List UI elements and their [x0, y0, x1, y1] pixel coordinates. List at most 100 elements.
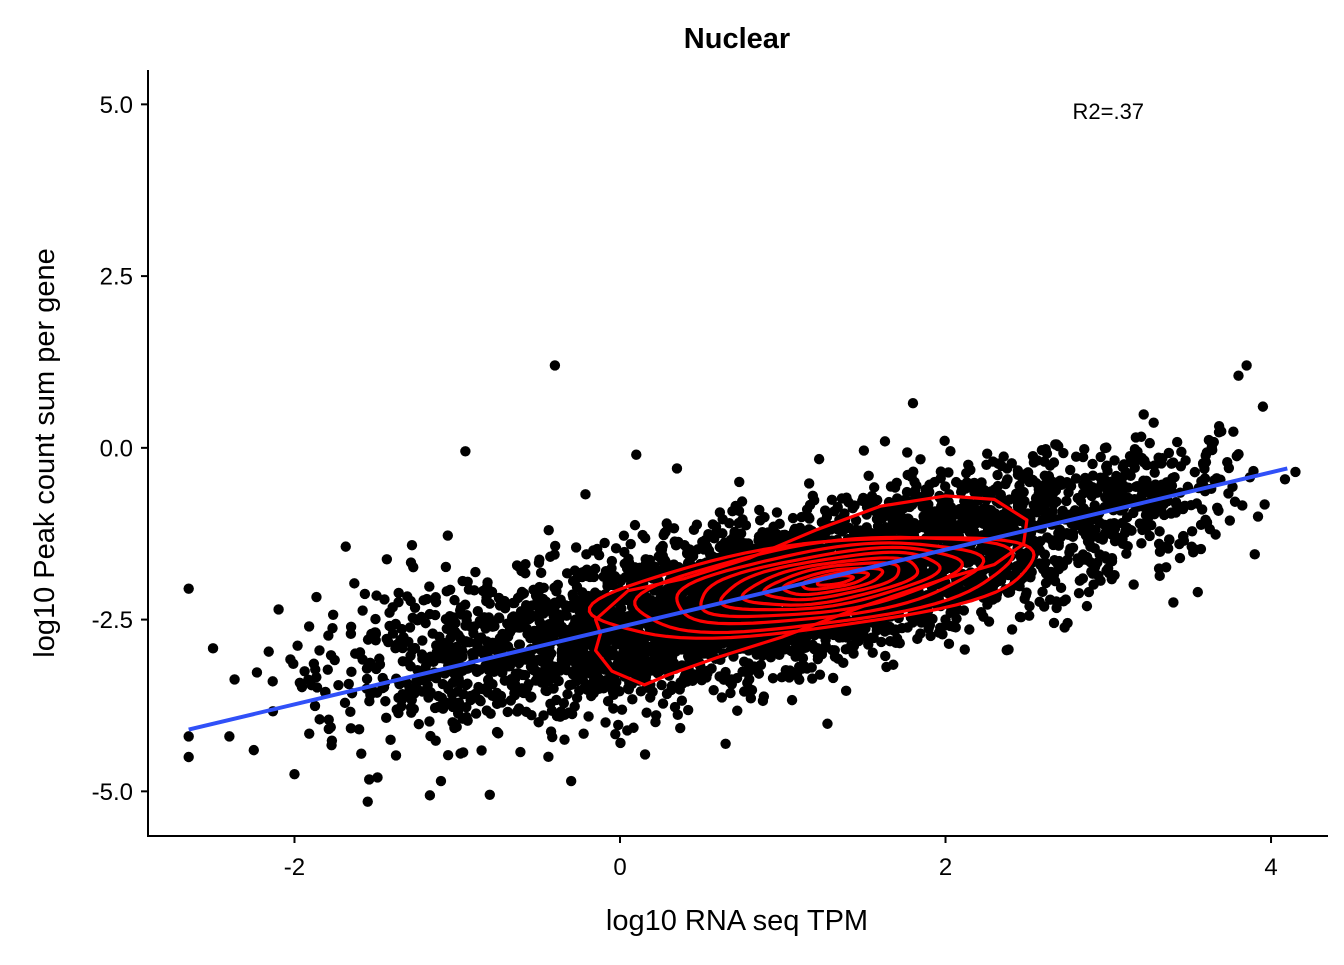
scatter-point: [1098, 529, 1110, 541]
scatter-point: [797, 653, 809, 664]
scatter-point: [832, 501, 843, 513]
scatter-point: [907, 397, 919, 409]
scatter-point: [1003, 644, 1014, 655]
scatter-point: [309, 700, 321, 712]
scatter-point: [655, 663, 666, 674]
scatter-point: [442, 530, 453, 541]
scatter-point: [724, 676, 735, 688]
scatter-point: [1129, 462, 1140, 474]
scatter-point: [618, 530, 630, 541]
scatter-point: [1048, 617, 1060, 629]
scatter-point: [656, 555, 668, 567]
scatter-point: [929, 514, 940, 525]
scatter-point: [1290, 466, 1301, 478]
scatter-point: [647, 686, 658, 697]
scatter-point: [1209, 475, 1220, 486]
scatter-point: [372, 772, 383, 783]
scatter-point: [1035, 536, 1046, 547]
scatter-point: [1156, 486, 1167, 498]
scatter-point: [718, 543, 729, 554]
scatter-point: [586, 622, 598, 634]
scatter-point: [581, 684, 593, 695]
scatter-point: [794, 674, 805, 685]
scatter-point: [927, 613, 938, 625]
scatter-point: [655, 597, 667, 608]
scatter-point: [323, 714, 334, 725]
scatter-point: [807, 673, 818, 684]
x-tick-label: -2: [284, 854, 305, 881]
scatter-point: [613, 719, 624, 731]
scatter-point: [1138, 409, 1149, 420]
chart-title: Nuclear: [684, 23, 790, 55]
scatter-point: [340, 541, 351, 552]
scatter-point: [765, 652, 776, 663]
scatter-point: [1048, 457, 1060, 468]
scatter-point: [440, 561, 452, 573]
x-axis-title: log10 RNA seq TPM: [606, 905, 868, 937]
scatter-point: [492, 644, 503, 655]
scatter-point: [656, 679, 667, 691]
y-axis-title: log10 Peak count sum per gene: [29, 248, 61, 658]
scatter-point: [1118, 459, 1130, 470]
scatter-point: [1027, 450, 1039, 462]
scatter-point: [725, 687, 736, 699]
scatter-point: [1001, 475, 1013, 486]
scatter-point: [624, 561, 635, 572]
scatter-point: [536, 631, 548, 643]
scatter-point: [294, 677, 306, 689]
scatter-point: [1186, 526, 1198, 537]
scatter-point: [605, 648, 617, 660]
scatter-point: [491, 726, 503, 738]
scatter-point: [393, 587, 404, 599]
scatter-point: [405, 661, 416, 672]
scatter-point: [1171, 436, 1183, 448]
scatter-point: [379, 594, 390, 605]
scatter-point: [543, 619, 555, 630]
scatter-point: [433, 690, 444, 702]
scatter-point: [1105, 496, 1116, 507]
scatter-point: [421, 593, 433, 605]
scatter-point: [1216, 426, 1227, 437]
scatter-point: [607, 579, 618, 591]
scatter-point: [1024, 600, 1035, 612]
density-contour: [781, 566, 885, 597]
scatter-point: [915, 628, 926, 639]
scatter-point: [1123, 482, 1134, 493]
scatter-point: [882, 564, 893, 575]
scatter-point: [380, 696, 391, 707]
scatter-point: [953, 507, 965, 518]
scatter-point: [325, 650, 337, 661]
scatter-point: [1040, 557, 1051, 568]
scatter-point: [369, 686, 380, 698]
scatter-point: [961, 467, 972, 479]
scatter-point: [759, 512, 770, 523]
scatter-point: [441, 652, 452, 664]
scatter-point: [1128, 579, 1139, 590]
scatter-point: [610, 543, 622, 554]
scatter-point: [1257, 401, 1269, 412]
scatter-point: [435, 775, 447, 787]
scatter-point: [569, 656, 580, 668]
scatter-point: [749, 661, 760, 672]
scatter-point: [955, 479, 967, 491]
scatter-point: [923, 623, 934, 634]
scatter-point: [635, 686, 647, 697]
scatter-point: [370, 613, 381, 625]
scatter-point: [803, 478, 815, 489]
scatter-point: [553, 675, 564, 687]
scatter-point: [430, 592, 441, 603]
scatter-point: [688, 652, 699, 663]
regression-line-group: [188, 466, 1288, 732]
scatter-point: [514, 639, 526, 650]
scatter-point: [323, 723, 335, 735]
scatter-point: [661, 518, 672, 529]
scatter-point: [1163, 534, 1175, 545]
scatter-point: [839, 524, 851, 535]
scatter-point: [1198, 459, 1209, 470]
scatter-point: [706, 663, 717, 674]
scatter-point: [441, 586, 452, 597]
scatter-point: [1065, 464, 1076, 476]
scatter-point: [519, 669, 531, 681]
scatter-point: [456, 609, 467, 620]
scatter-point: [1109, 569, 1120, 581]
